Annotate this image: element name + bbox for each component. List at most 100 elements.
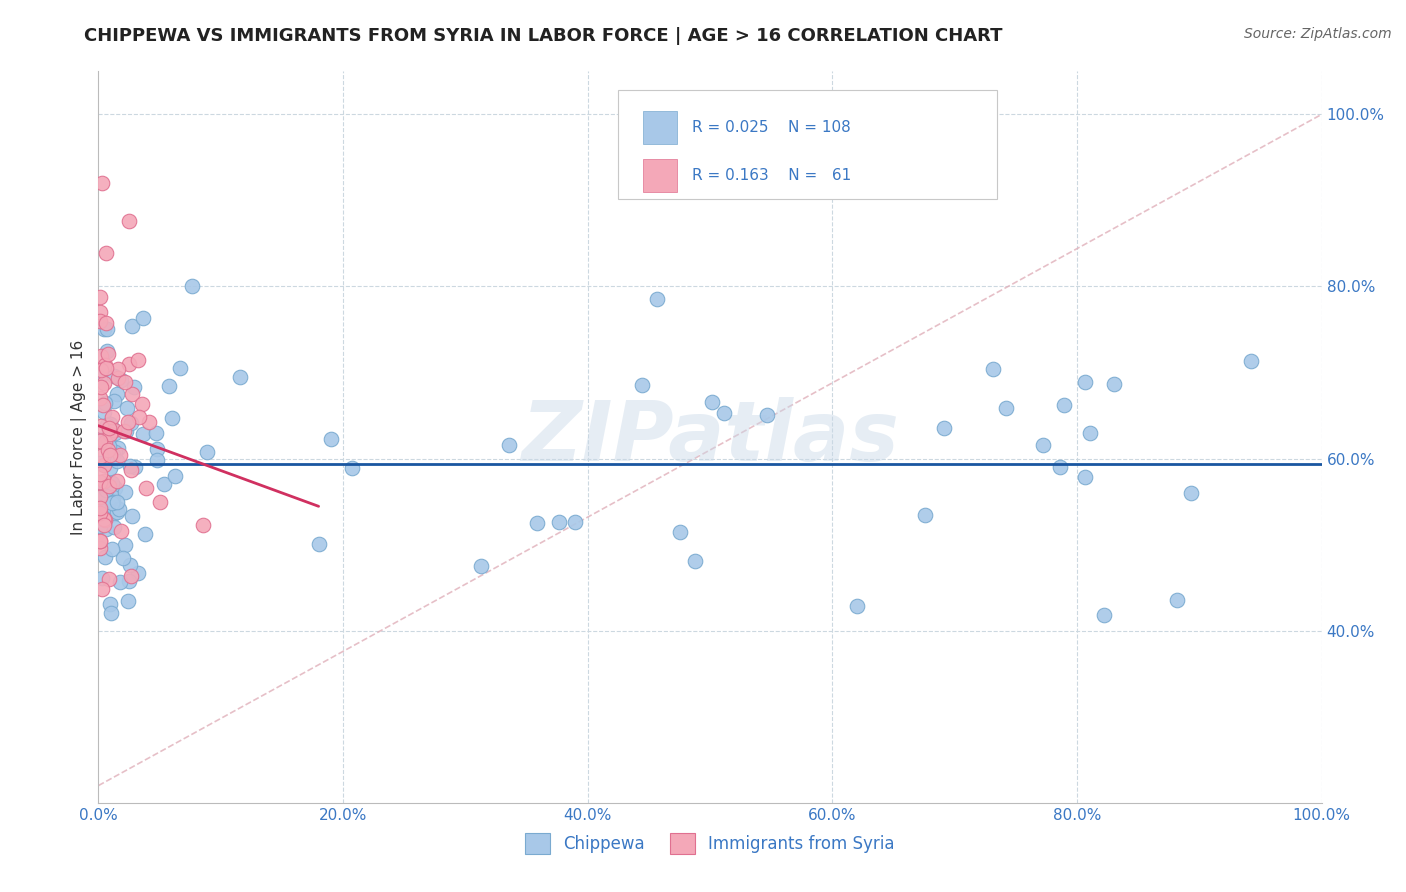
Point bbox=[89, 392, 111, 406]
Text: ZIPatlas: ZIPatlas bbox=[522, 397, 898, 477]
Point bbox=[120, 568, 142, 582]
Point bbox=[89, 434, 111, 449]
Point bbox=[94, 361, 117, 376]
Point bbox=[981, 362, 1004, 376]
Point bbox=[1074, 375, 1097, 389]
Point bbox=[145, 425, 167, 440]
Point bbox=[101, 496, 124, 510]
Point bbox=[89, 499, 111, 513]
Point bbox=[195, 445, 218, 459]
Point bbox=[97, 433, 120, 447]
Point bbox=[98, 597, 121, 611]
Point bbox=[89, 467, 111, 481]
Point bbox=[94, 396, 117, 410]
Point bbox=[89, 534, 111, 549]
Text: R = 0.025    N = 108: R = 0.025 N = 108 bbox=[692, 120, 851, 135]
Point bbox=[914, 508, 936, 523]
Point bbox=[163, 469, 186, 483]
Bar bbox=[643, 111, 678, 144]
Point bbox=[114, 484, 136, 499]
Bar bbox=[643, 159, 678, 192]
Point bbox=[96, 344, 118, 359]
Point bbox=[89, 290, 111, 304]
Point bbox=[103, 423, 125, 437]
Point bbox=[93, 376, 115, 390]
Point bbox=[101, 507, 124, 521]
Point bbox=[107, 441, 129, 455]
Point bbox=[89, 370, 111, 384]
Point bbox=[108, 502, 131, 516]
Point bbox=[117, 214, 139, 228]
Point bbox=[526, 516, 548, 530]
Point bbox=[117, 415, 139, 429]
Point bbox=[89, 432, 111, 446]
Point bbox=[134, 526, 156, 541]
Point bbox=[702, 395, 724, 409]
Point bbox=[932, 420, 955, 434]
Point bbox=[105, 494, 128, 508]
Point bbox=[94, 513, 117, 527]
Point bbox=[131, 396, 153, 410]
FancyBboxPatch shape bbox=[619, 90, 997, 200]
Point bbox=[180, 279, 202, 293]
Point bbox=[547, 516, 569, 530]
Point bbox=[93, 322, 115, 336]
Point bbox=[1240, 354, 1263, 368]
Point bbox=[1166, 592, 1188, 607]
Point bbox=[108, 448, 131, 462]
Point bbox=[683, 554, 706, 568]
Point bbox=[105, 387, 128, 401]
Point bbox=[93, 475, 115, 489]
Point bbox=[713, 406, 735, 420]
Point bbox=[121, 319, 143, 334]
Point bbox=[98, 460, 121, 475]
Point bbox=[90, 449, 112, 463]
Point bbox=[1078, 426, 1101, 441]
Point bbox=[118, 458, 141, 473]
Point bbox=[1180, 486, 1202, 500]
Point bbox=[94, 522, 117, 536]
Point bbox=[90, 476, 112, 491]
Point bbox=[1053, 398, 1076, 412]
Point bbox=[112, 424, 135, 438]
Legend: Chippewa, Immigrants from Syria: Chippewa, Immigrants from Syria bbox=[519, 827, 901, 860]
Point bbox=[91, 509, 114, 524]
Point bbox=[115, 425, 138, 439]
Point bbox=[1102, 376, 1125, 391]
Point bbox=[91, 176, 114, 190]
Point bbox=[94, 550, 117, 565]
Point bbox=[107, 362, 129, 376]
Point bbox=[669, 524, 692, 539]
Point bbox=[1032, 438, 1054, 452]
Point bbox=[100, 606, 122, 620]
Point bbox=[127, 352, 149, 367]
Point bbox=[90, 349, 112, 363]
Point bbox=[89, 491, 111, 506]
Point bbox=[90, 419, 112, 434]
Point bbox=[94, 316, 117, 330]
Point bbox=[121, 416, 143, 430]
Point bbox=[229, 370, 252, 384]
Point bbox=[755, 408, 778, 422]
Point bbox=[98, 438, 121, 452]
Point bbox=[89, 500, 111, 515]
Point bbox=[103, 394, 125, 409]
Point bbox=[645, 292, 668, 306]
Point bbox=[89, 541, 111, 555]
Point bbox=[93, 458, 115, 473]
Point bbox=[97, 572, 120, 586]
Point bbox=[104, 481, 127, 495]
Point bbox=[101, 541, 124, 556]
Point bbox=[105, 474, 128, 488]
Point bbox=[498, 438, 520, 452]
Y-axis label: In Labor Force | Age > 16: In Labor Force | Age > 16 bbox=[72, 340, 87, 534]
Point bbox=[94, 359, 117, 373]
Point bbox=[91, 582, 114, 596]
Point bbox=[121, 508, 143, 523]
Point bbox=[120, 463, 142, 477]
Point bbox=[160, 410, 183, 425]
Point bbox=[89, 491, 111, 505]
Point bbox=[115, 401, 138, 415]
Point bbox=[89, 533, 111, 548]
Point bbox=[93, 512, 115, 526]
